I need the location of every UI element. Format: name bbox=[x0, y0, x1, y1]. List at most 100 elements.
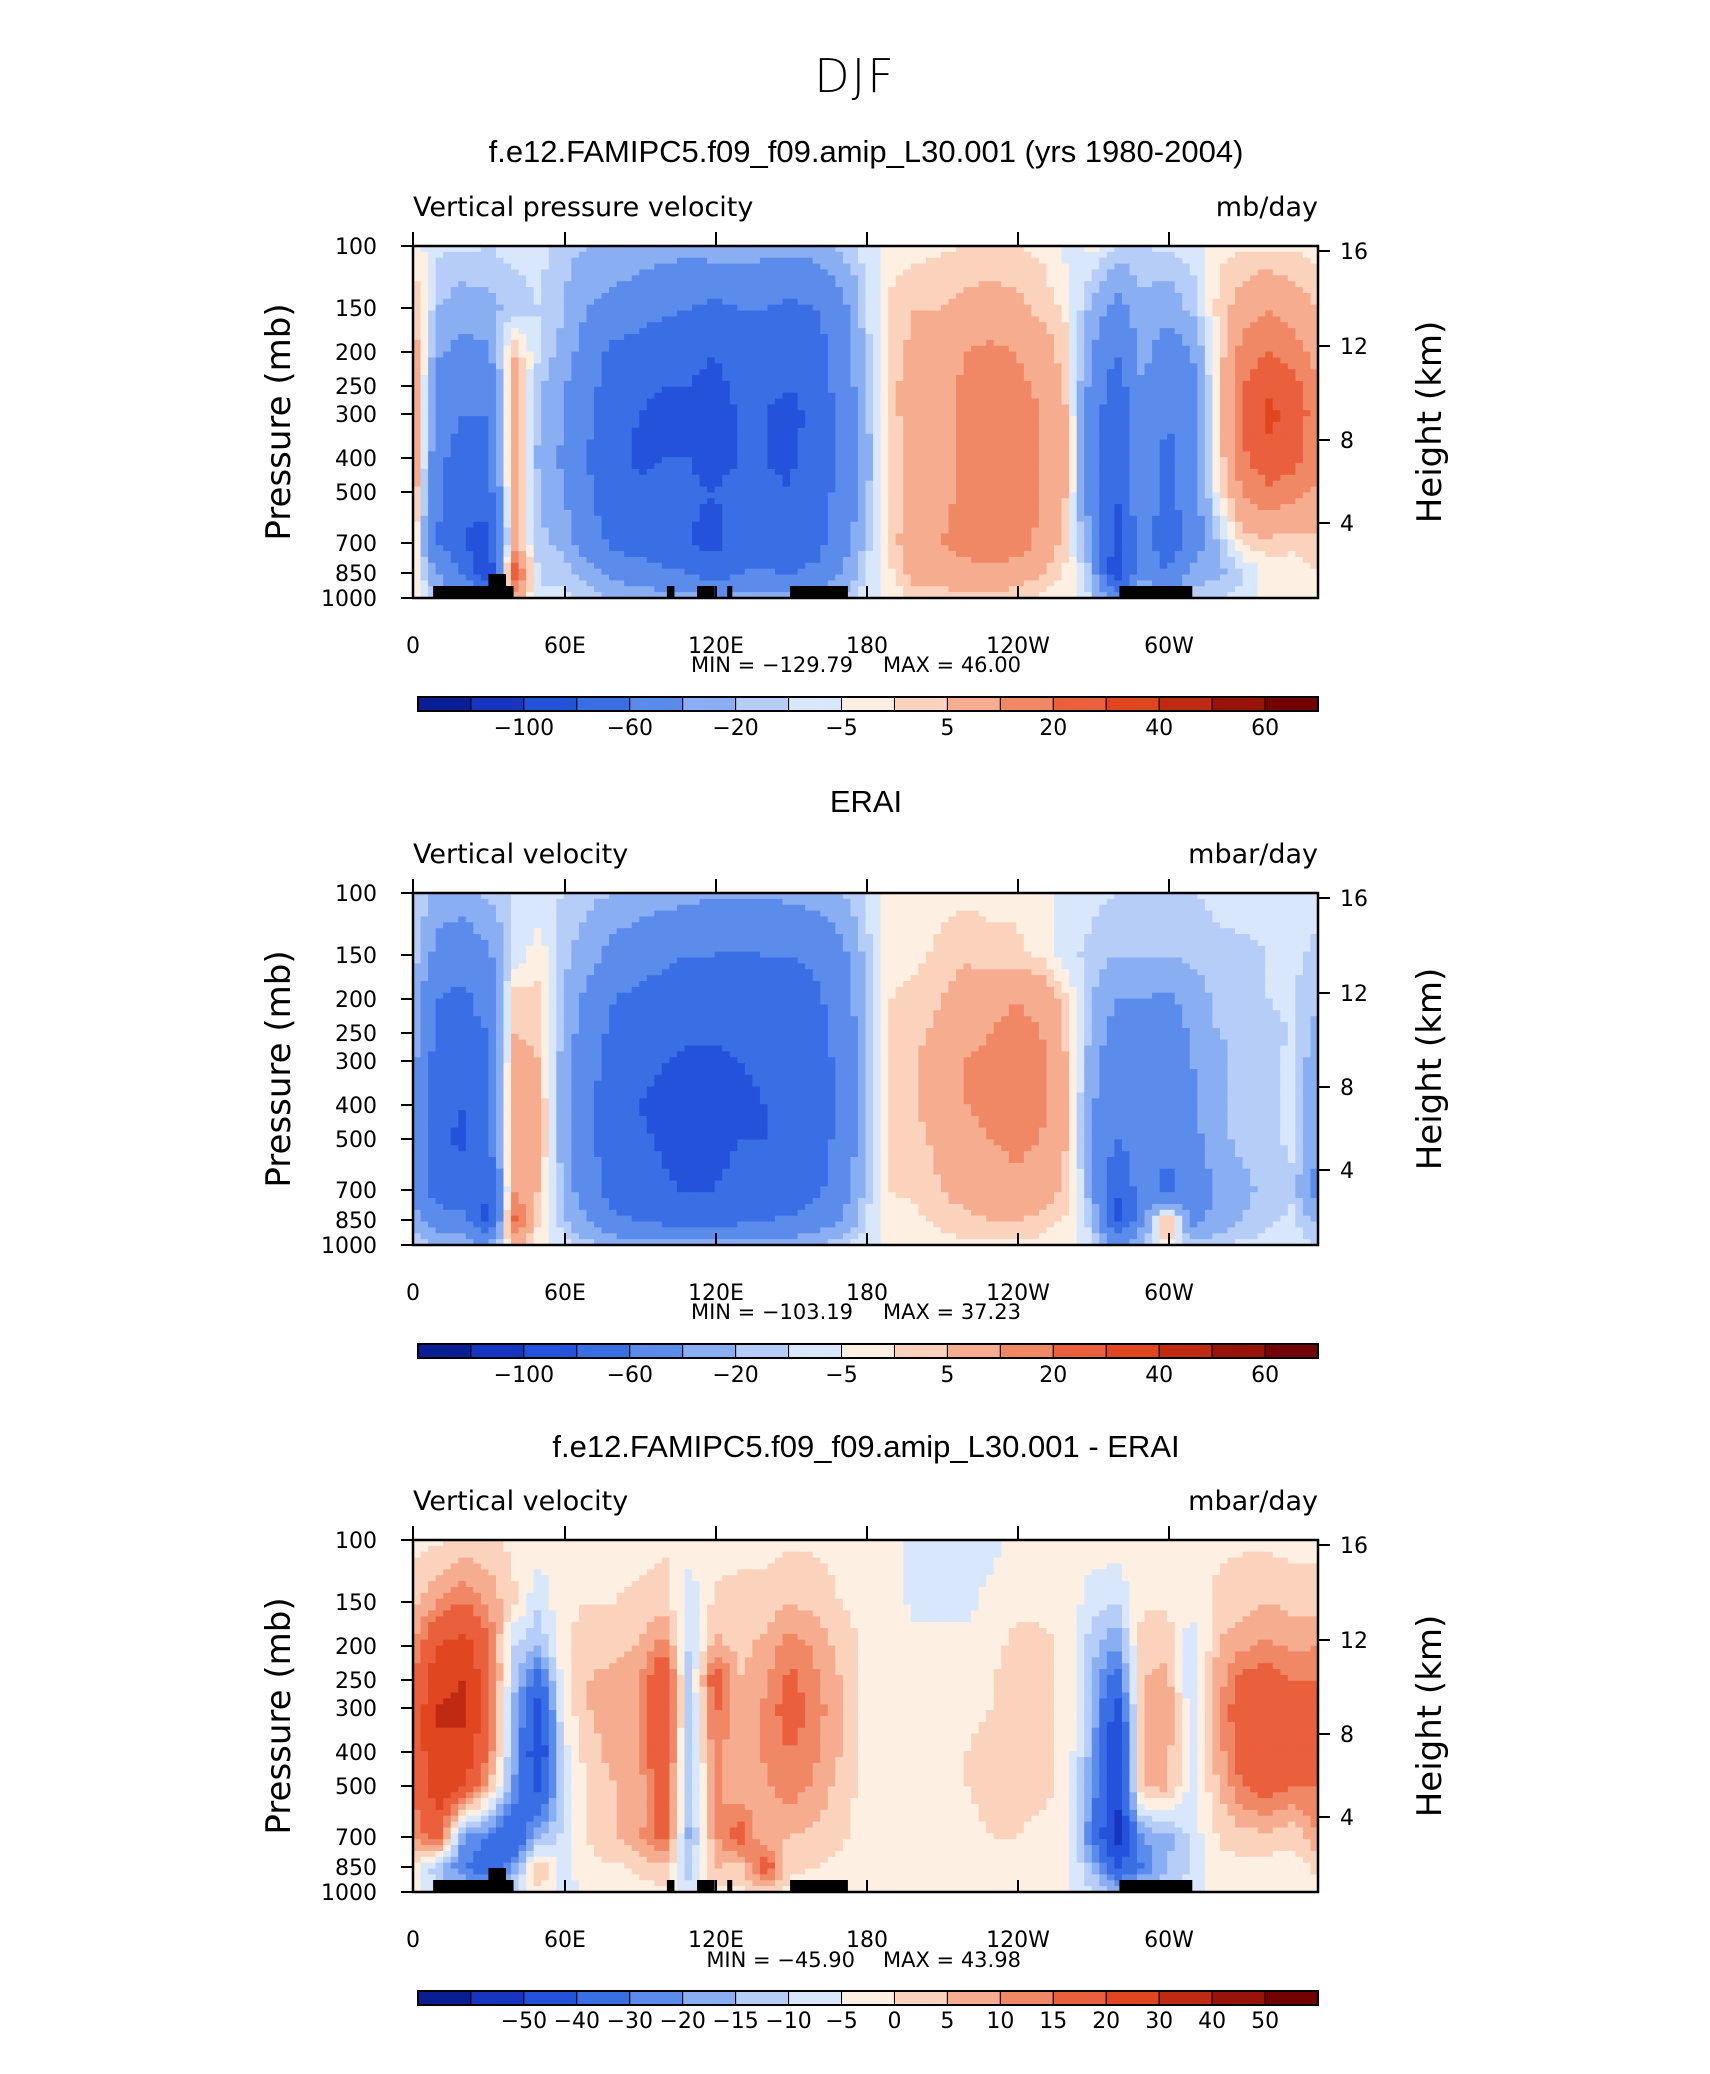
contour-cell bbox=[1054, 468, 1063, 476]
contour-cell bbox=[744, 257, 753, 265]
contour-cell bbox=[639, 457, 648, 464]
contour-cell bbox=[503, 427, 512, 435]
contour-cell bbox=[1084, 369, 1093, 376]
contour-cell bbox=[978, 398, 987, 405]
contour-cell bbox=[1091, 345, 1100, 353]
contour-cell bbox=[888, 316, 897, 323]
contour-cell bbox=[1008, 304, 1017, 312]
contour-cell bbox=[1129, 422, 1138, 429]
contour-cell bbox=[1242, 351, 1251, 359]
contour-cell bbox=[548, 351, 557, 359]
contour-cell bbox=[744, 363, 753, 370]
contour-cell bbox=[1235, 298, 1244, 306]
contour-cell bbox=[925, 480, 934, 488]
contour-cell bbox=[1076, 380, 1085, 388]
contour-cell bbox=[986, 363, 995, 370]
contour-cell bbox=[1046, 386, 1055, 394]
contour-cell bbox=[518, 310, 527, 317]
contour-cell bbox=[707, 334, 716, 341]
contour-cell bbox=[699, 292, 708, 300]
contour-cell bbox=[1250, 257, 1259, 265]
contour-cell bbox=[631, 369, 640, 376]
contour-cell bbox=[1114, 246, 1123, 253]
contour-cell bbox=[1084, 246, 1093, 253]
contour-cell bbox=[435, 334, 444, 341]
contour-cell bbox=[903, 257, 912, 265]
contour-cell bbox=[1265, 363, 1274, 370]
contour-cell bbox=[1242, 451, 1251, 458]
contour-cell bbox=[699, 474, 708, 482]
contour-cell bbox=[692, 398, 701, 405]
contour-cell bbox=[1121, 316, 1131, 323]
contour-cell bbox=[526, 269, 535, 276]
contour-cell bbox=[1242, 398, 1251, 405]
contour-cell bbox=[1099, 275, 1108, 282]
contour-cell bbox=[1250, 375, 1259, 382]
contour-cell bbox=[699, 363, 708, 370]
contour-cell bbox=[676, 480, 686, 488]
contour-cell bbox=[1159, 269, 1168, 276]
contour-cell bbox=[1031, 375, 1040, 382]
contour-cell bbox=[1038, 474, 1048, 482]
contour-cell bbox=[737, 486, 746, 493]
contour-cell bbox=[526, 246, 535, 253]
contour-cell bbox=[661, 468, 671, 476]
contour-cell bbox=[609, 281, 618, 288]
contour-cell bbox=[925, 334, 934, 341]
contour-cell bbox=[586, 386, 595, 394]
contour-cell bbox=[563, 486, 572, 493]
contour-cell bbox=[1031, 257, 1040, 265]
contour-cell bbox=[971, 310, 980, 317]
contour-cell bbox=[586, 328, 595, 335]
contour-cell bbox=[1084, 375, 1093, 382]
contour-cell bbox=[646, 345, 655, 353]
contour-cell bbox=[1008, 345, 1017, 353]
contour-cell bbox=[1219, 375, 1229, 382]
contour-cell bbox=[790, 257, 799, 265]
contour-cell bbox=[1197, 339, 1206, 347]
contour-cell bbox=[1031, 304, 1040, 312]
contour-cell bbox=[428, 445, 437, 452]
contour-cell bbox=[1016, 287, 1025, 294]
contour-cell bbox=[805, 433, 814, 441]
contour-cell bbox=[1272, 339, 1281, 347]
contour-cell bbox=[775, 304, 784, 312]
contour-cell bbox=[473, 398, 482, 405]
contour-cell bbox=[722, 422, 731, 429]
contour-cell bbox=[1159, 375, 1168, 382]
contour-cell bbox=[495, 422, 505, 429]
contour-cell bbox=[1069, 246, 1078, 253]
contour-cell bbox=[1031, 457, 1040, 464]
contour-cell bbox=[850, 339, 859, 347]
contour-cell bbox=[752, 445, 761, 452]
contour-cell bbox=[601, 451, 610, 458]
contour-cell bbox=[631, 451, 640, 458]
contour-cell bbox=[775, 281, 784, 288]
contour-cell bbox=[458, 398, 467, 405]
contour-cell bbox=[752, 339, 761, 347]
contour-cell bbox=[714, 427, 723, 435]
contour-cell bbox=[767, 304, 776, 312]
contour-cell bbox=[443, 292, 452, 300]
contour-cell bbox=[699, 328, 708, 335]
contour-cell bbox=[601, 410, 610, 417]
contour-cell bbox=[1295, 439, 1304, 447]
contour-cell bbox=[518, 422, 527, 429]
contour-cell bbox=[1272, 410, 1281, 417]
contour-cell bbox=[465, 422, 474, 429]
contour-cell bbox=[435, 281, 444, 288]
contour-cell bbox=[971, 463, 980, 470]
contour-cell bbox=[563, 392, 572, 400]
contour-cell bbox=[956, 322, 965, 329]
contour-cell bbox=[594, 375, 603, 382]
contour-cell bbox=[450, 386, 459, 394]
contour-cell bbox=[428, 451, 437, 458]
contour-cell bbox=[1144, 334, 1153, 341]
contour-cell bbox=[714, 380, 723, 388]
contour-cell bbox=[737, 451, 746, 458]
contour-cell bbox=[1084, 392, 1093, 400]
contour-cell bbox=[428, 410, 437, 417]
contour-cell bbox=[835, 451, 844, 458]
contour-cell bbox=[812, 316, 821, 323]
contour-cell bbox=[458, 386, 467, 394]
